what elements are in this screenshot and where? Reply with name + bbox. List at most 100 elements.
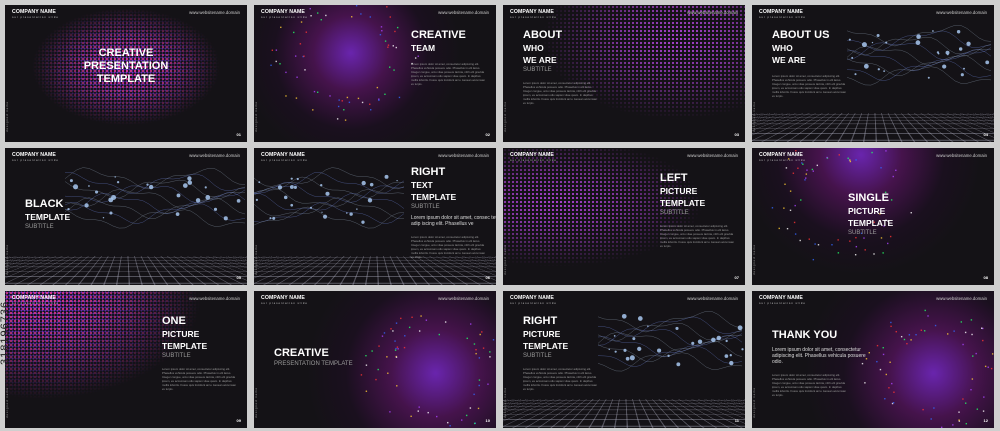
wave-line: [64, 208, 246, 229]
slide-thumbnail[interactable]: COMPANY NAME our presentation slide www.we…: [254, 291, 496, 428]
network-node: [356, 208, 358, 210]
confetti-particle: [987, 366, 989, 368]
slide-lead-text: Lorem ipsum dolor sit amet, consec tetur…: [411, 215, 496, 227]
slide-number: 11: [734, 418, 739, 423]
network-node: [675, 326, 679, 330]
network-node: [637, 346, 642, 352]
confetti-particle: [447, 421, 449, 424]
slide-subtitle: SUBTITLE: [660, 210, 689, 216]
network-node: [915, 40, 921, 45]
confetti-particle: [864, 249, 866, 251]
confetti-particle: [369, 16, 372, 18]
confetti-particle: [849, 160, 852, 163]
confetti-particle: [275, 60, 277, 63]
confetti-particle: [386, 356, 388, 358]
confetti-particle: [271, 49, 274, 51]
vertical-label: designed name: [503, 101, 507, 132]
network-node: [296, 177, 299, 181]
slide-body-text: Lorem ipsum dolor sit amet, consectetur …: [772, 74, 846, 98]
confetti-particle: [403, 346, 406, 349]
confetti-particle: [984, 365, 987, 368]
network-node: [322, 214, 328, 219]
slide-thumbnail[interactable]: COMPANY NAME our presentation slide www.we…: [752, 5, 994, 142]
confetti-particle: [279, 63, 281, 65]
confetti-particle: [270, 64, 272, 66]
confetti-particle: [975, 352, 977, 355]
network-node: [985, 60, 990, 65]
vertical-label: designed name: [752, 244, 756, 275]
slide-title-line: SINGLE: [848, 192, 889, 204]
network-node: [877, 68, 880, 71]
slide-title-line: TEXT: [411, 180, 433, 190]
slide-body-text: Lorem ipsum dolor sit amet, consectetur …: [523, 367, 597, 391]
confetti-particle: [473, 393, 475, 396]
slide-thumbnail[interactable]: COMPANY NAME our presentation slide www.we…: [254, 5, 496, 142]
company-name: COMPANY NAME: [510, 152, 554, 158]
confetti-particle: [479, 333, 481, 336]
slide-thumbnail[interactable]: COMPANY NAME our presentation slide www.we…: [5, 148, 247, 285]
slide-number: 09: [236, 418, 241, 423]
slide-title-line: LEFT: [660, 172, 688, 184]
confetti-particle: [910, 212, 912, 214]
confetti-particle: [982, 339, 984, 342]
website-url: www.websitename.domain: [438, 10, 489, 15]
slide-thumbnail[interactable]: COMPANY NAME our presentation slide www.we…: [5, 291, 247, 428]
confetti-particle: [892, 401, 895, 404]
confetti-particle: [418, 330, 421, 332]
confetti-particle: [786, 227, 789, 230]
company-name: COMPANY NAME: [759, 152, 803, 158]
slide-thumbnail[interactable]: COMPANY NAME our presentation slide www.we…: [503, 5, 745, 142]
confetti-particle: [420, 315, 422, 317]
slide-number: 10: [485, 418, 490, 423]
confetti-particle: [404, 335, 406, 337]
confetti-particle: [804, 179, 806, 181]
tagline: our presentation slide: [261, 159, 308, 162]
confetti-particle: [293, 31, 295, 34]
slide-text-block: ABOUT US WHO WE ARE Lorem ipsum dolor sit a…: [772, 29, 882, 98]
vertical-label: designed name: [254, 244, 258, 275]
wave-line: [64, 202, 246, 225]
confetti-particle: [365, 364, 368, 366]
confetti-particle: [953, 330, 955, 332]
slide-thumbnail[interactable]: COMPANY NAME our presentation slide www.we…: [5, 5, 247, 142]
confetti-particle: [795, 150, 797, 152]
slide-subtitle: SUBTITLE: [162, 353, 191, 359]
confetti-particle: [436, 415, 438, 418]
company-name: COMPANY NAME: [261, 9, 305, 15]
confetti-particle: [351, 16, 353, 18]
network-node: [863, 63, 869, 69]
confetti-particle: [444, 321, 447, 323]
network-node: [258, 181, 261, 184]
wave-line: [254, 193, 405, 211]
network-node: [346, 212, 348, 214]
network-node: [942, 64, 947, 69]
slide-thumbnail[interactable]: COMPANY NAME our presentation slide www.we…: [752, 291, 994, 428]
confetti-particle: [890, 325, 892, 328]
slide-subtitle: SUBTITLE: [25, 224, 54, 230]
confetti-particle: [882, 347, 884, 349]
wave-line: [597, 352, 743, 372]
slide-subtitle: PRESENTATION TEMPLATE: [274, 361, 353, 367]
slide-thumbnail[interactable]: COMPANY NAME our presentation slide www.we…: [503, 291, 745, 428]
slide-thumbnail[interactable]: COMPANY NAME our presentation slide www.we…: [752, 148, 994, 285]
confetti-particle: [882, 252, 884, 254]
confetti-particle: [900, 335, 903, 338]
confetti-particle: [303, 55, 305, 57]
slide-number: 06: [485, 275, 490, 280]
confetti-particle: [414, 57, 417, 59]
confetti-particle: [865, 358, 868, 360]
confetti-particle: [884, 398, 886, 400]
slide-thumbnail[interactable]: COMPANY NAME our presentation slide www.we…: [254, 148, 496, 285]
confetti-particle: [375, 378, 377, 381]
vertical-label: designed name: [503, 244, 507, 275]
slide-title-line: ONE: [162, 315, 186, 327]
confetti-particle: [357, 97, 360, 100]
confetti-particle: [316, 91, 319, 93]
network-node: [647, 325, 649, 328]
slide-thumbnail[interactable]: COMPANY NAME our presentation slide www.we…: [503, 148, 745, 285]
network-node: [883, 70, 886, 73]
confetti-particle: [784, 183, 786, 185]
wave-line: [254, 197, 405, 219]
confetti-particle: [304, 69, 306, 71]
confetti-particle: [789, 209, 792, 212]
